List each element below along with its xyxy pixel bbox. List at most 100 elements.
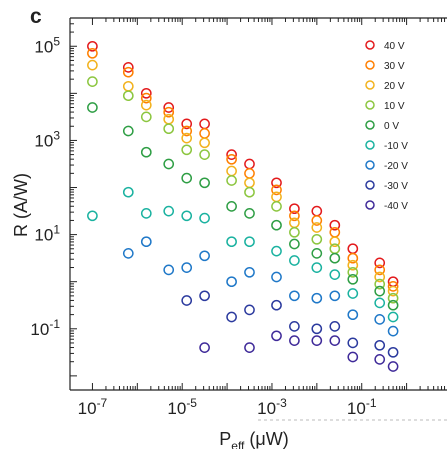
data-point-neg10V — [226, 236, 237, 248]
data-point-0V — [226, 201, 237, 212]
data-point-30V — [226, 153, 237, 165]
y-tick-base: 10 — [34, 226, 53, 245]
data-point-40V — [347, 243, 359, 255]
x-tick-exponent: -7 — [97, 396, 108, 410]
data-point-0V — [181, 172, 193, 184]
axis-ticks — [70, 18, 446, 390]
data-point-neg30V — [329, 321, 341, 332]
data-point-10V — [347, 266, 359, 278]
data-point-neg40V — [374, 354, 386, 365]
x-tick-exponent: -1 — [366, 396, 377, 410]
x-tick-label: 10-5 — [167, 396, 197, 418]
data-point-neg10V — [199, 212, 210, 224]
legend-marker — [365, 140, 375, 150]
data-point-10V — [387, 292, 399, 304]
data-point-40V — [329, 219, 341, 231]
y-tick-label: 105 — [34, 34, 60, 56]
data-point-neg10V — [289, 255, 300, 266]
x-tick-exponent: -3 — [276, 396, 287, 410]
data-point-40V — [122, 62, 134, 73]
data-point-30V — [289, 210, 300, 222]
data-point-40V — [374, 257, 386, 269]
data-point-neg40V — [244, 342, 255, 353]
data-point-0V — [122, 125, 134, 137]
data-point-10V — [181, 144, 193, 156]
data-point-10V — [289, 226, 300, 238]
data-point-0V — [199, 177, 210, 189]
data-point-neg30V — [244, 304, 255, 316]
data-point-neg30V — [374, 339, 386, 351]
data-point-neg40V — [311, 335, 323, 346]
data-point-neg30V — [387, 346, 399, 358]
data-point-40V — [140, 87, 152, 99]
data-point-30V — [271, 184, 282, 196]
data-point-neg10V — [347, 288, 359, 299]
data-point-neg10V — [140, 208, 152, 219]
x-tick-base: 10 — [167, 399, 186, 418]
legend-marker — [365, 160, 375, 170]
data-point-30V — [140, 92, 152, 104]
data-point-10V — [140, 111, 152, 123]
data-point-20V — [226, 165, 237, 177]
data-point-40V — [163, 102, 175, 113]
legend-marker — [365, 120, 375, 130]
legend-label: 30 V — [384, 61, 405, 72]
legend-marker — [365, 60, 375, 70]
data-point-40V — [311, 205, 323, 217]
y-tick-base: 10 — [30, 320, 49, 339]
x-axis-title-unit: (μW) — [244, 429, 288, 449]
y-tick-exponent: 3 — [53, 128, 60, 142]
data-point-30V — [347, 252, 359, 264]
x-tick-label: 10-3 — [257, 396, 287, 418]
data-point-neg10V — [311, 262, 323, 273]
data-point-20V — [311, 222, 323, 233]
y-tick-base: 10 — [34, 37, 53, 56]
data-point-30V — [374, 264, 386, 276]
data-point-neg20V — [140, 236, 152, 248]
data-point-30V — [122, 66, 134, 78]
data-point-40V — [181, 118, 193, 130]
y-tick-exponent: 1 — [53, 223, 60, 237]
data-point-neg10V — [271, 245, 282, 257]
data-point-10V — [271, 201, 282, 212]
legend-label: -10 V — [384, 141, 408, 152]
data-point-20V — [387, 285, 399, 297]
y-tick-label: 101 — [34, 223, 60, 245]
data-point-20V — [329, 236, 341, 248]
data-point-0V — [347, 273, 359, 285]
y-tick-base: 10 — [34, 131, 53, 150]
data-point-neg10V — [329, 269, 341, 280]
data-point-neg40V — [329, 335, 341, 346]
data-point-neg20V — [387, 325, 399, 337]
data-point-neg10V — [87, 210, 98, 222]
x-tick-base: 10 — [257, 399, 276, 418]
data-point-10V — [311, 233, 323, 245]
data-point-neg20V — [181, 262, 193, 273]
y-tick-label: 103 — [34, 128, 60, 150]
data-point-neg40V — [289, 335, 300, 346]
data-point-neg30V — [181, 295, 193, 306]
data-point-neg20V — [289, 290, 300, 302]
data-point-neg10V — [163, 205, 175, 217]
data-point-neg30V — [271, 299, 282, 311]
data-point-neg30V — [347, 337, 359, 349]
y-tick-exponent: -1 — [49, 317, 60, 331]
legend-marker — [365, 180, 375, 190]
legend-label: -20 V — [384, 161, 408, 172]
legend-marker — [365, 80, 375, 90]
data-point-neg10V — [244, 236, 255, 248]
data-point-neg20V — [311, 292, 323, 304]
legend: 40 V 30 V 20 V 10 V 0 V -10 V -20 V -30 V -40 V — [365, 40, 408, 212]
y-tick-label: 10-1 — [30, 317, 60, 339]
x-axis-title-subscript: eff — [231, 439, 245, 449]
data-point-neg30V — [199, 290, 210, 302]
data-point-20V — [374, 271, 386, 283]
data-point-30V — [181, 125, 193, 137]
data-point-neg10V — [122, 186, 134, 198]
data-point-neg30V — [289, 321, 300, 332]
data-point-neg20V — [374, 314, 386, 325]
data-point-neg40V — [387, 361, 399, 372]
data-point-20V — [122, 80, 134, 92]
data-point-neg40V — [199, 342, 210, 353]
